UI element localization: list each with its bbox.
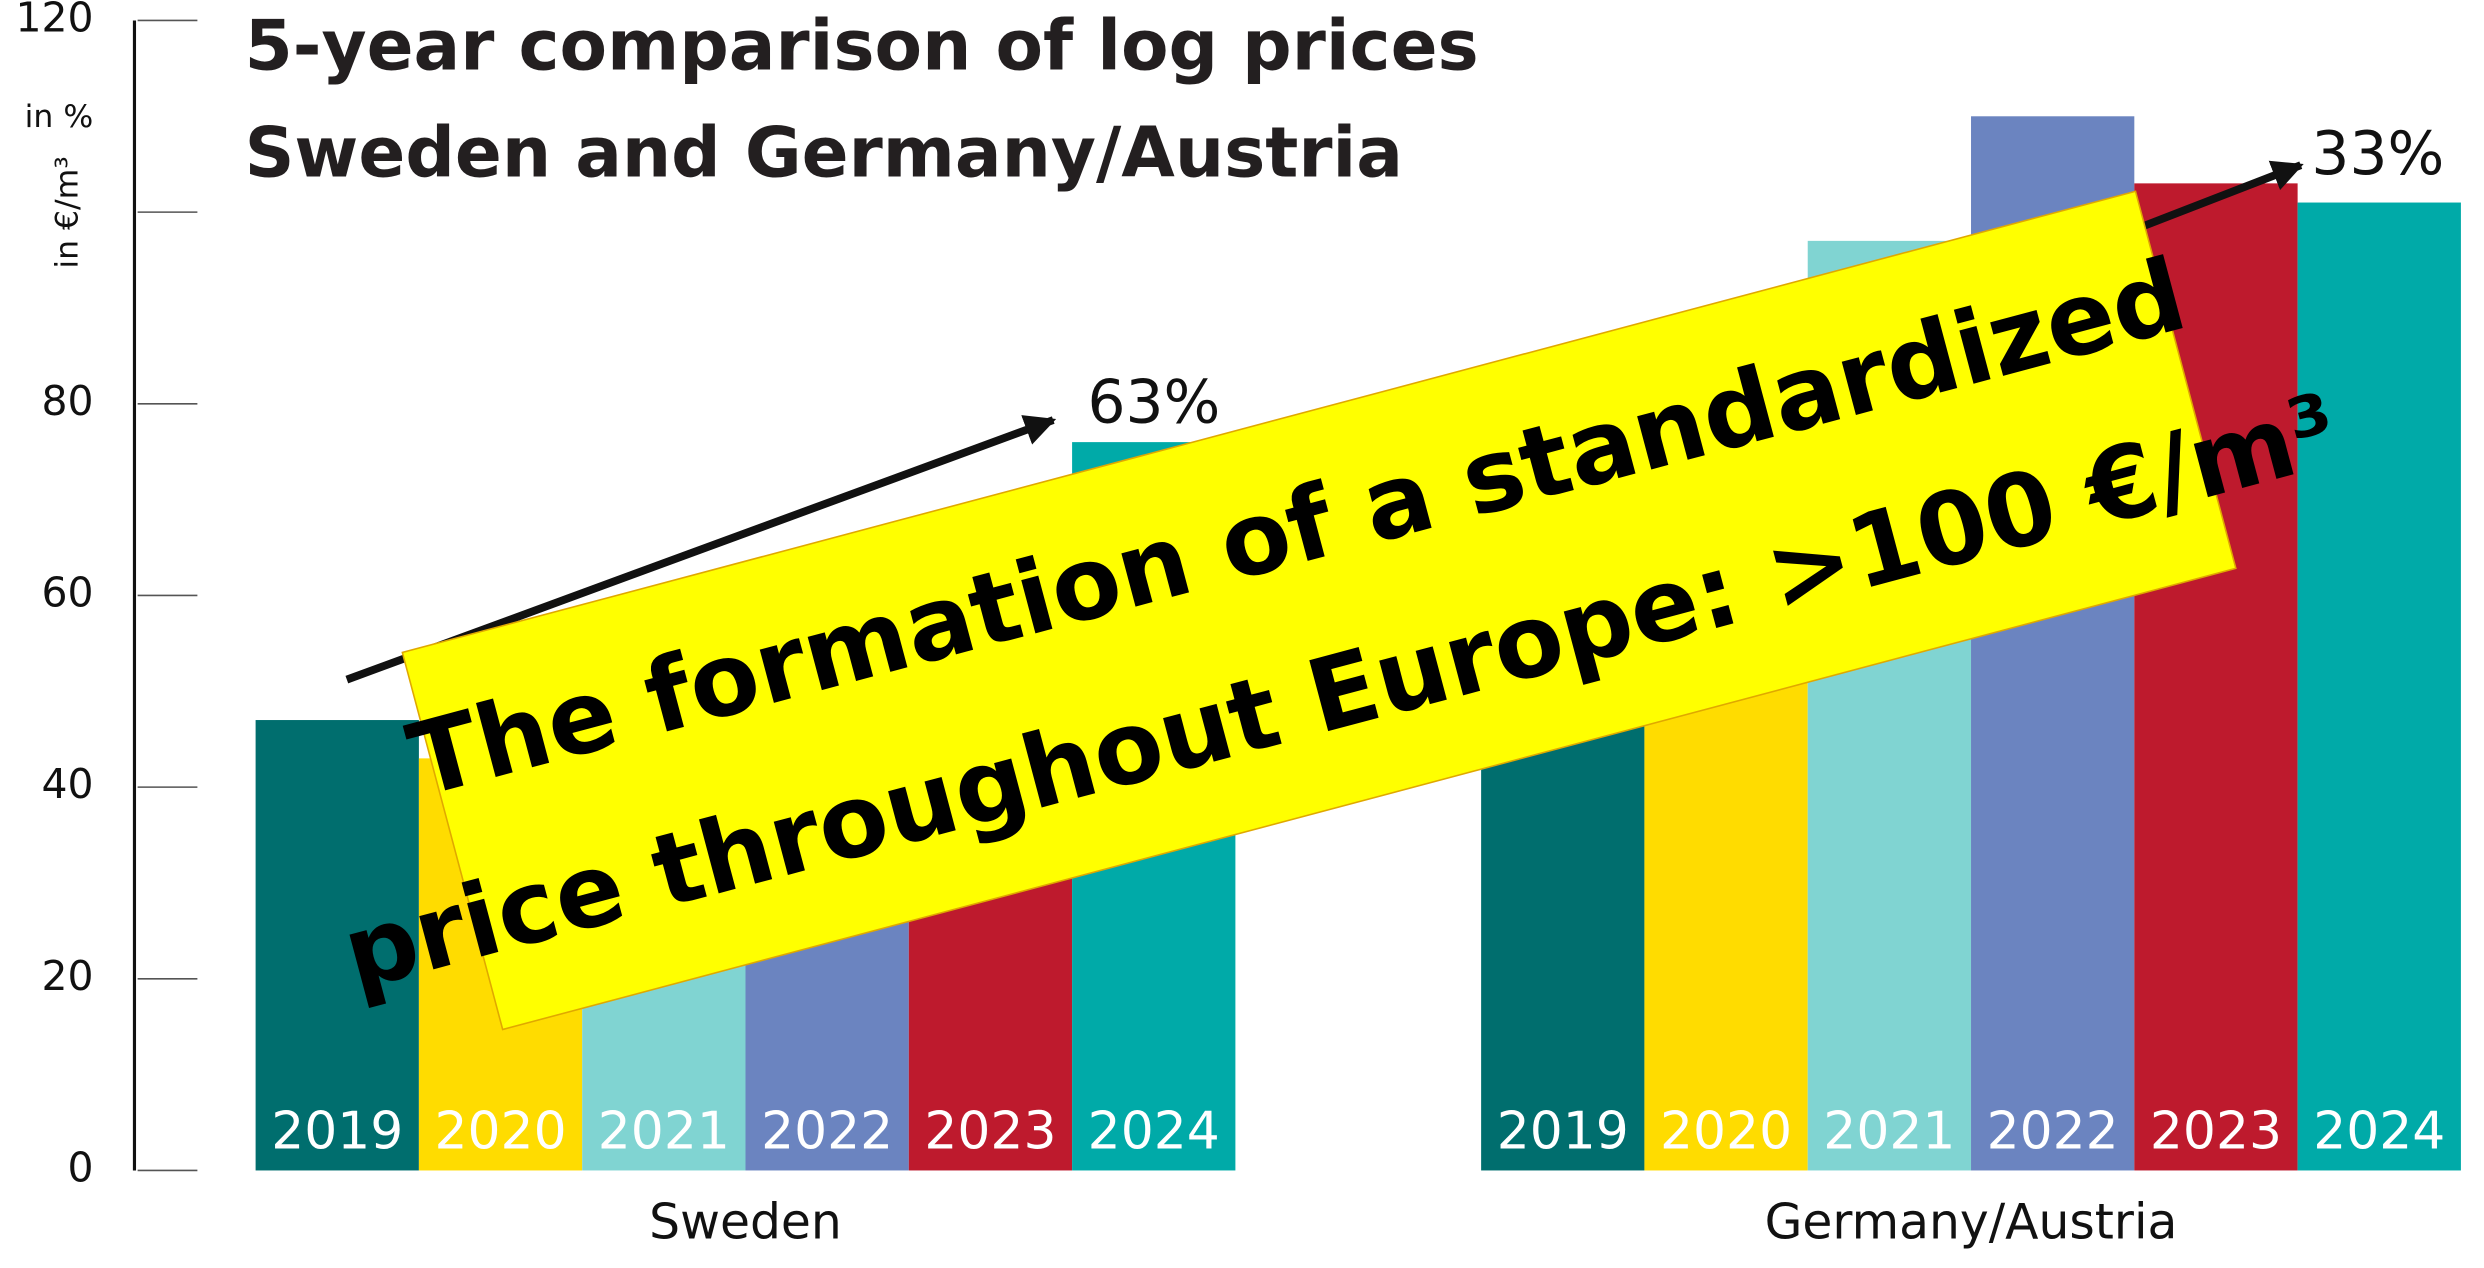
- chart-title: 5-year comparison of log prices: [245, 6, 1479, 86]
- bar-year-label: 2024: [2313, 1101, 2445, 1161]
- bar-year-label: 2020: [1660, 1101, 1792, 1161]
- y-tick-label: 40: [42, 760, 94, 808]
- bar-year-label: 2022: [761, 1101, 893, 1161]
- bar: [255, 720, 419, 1171]
- bar-year-label: 2019: [1497, 1101, 1629, 1161]
- chart-subtitle: Sweden and Germany/Austria: [245, 113, 1403, 193]
- bar-year-label: 2022: [1987, 1101, 2119, 1161]
- bar-year-label: 2023: [2150, 1101, 2282, 1161]
- bar-year-label: 2023: [924, 1101, 1056, 1161]
- y-axis-label-secondary: in %: [25, 99, 94, 135]
- y-tick-label: 0: [68, 1143, 94, 1191]
- x-tick-label: Sweden: [649, 1195, 842, 1251]
- banner-box: [401, 190, 2237, 1031]
- annotation: 63%: [1087, 368, 1220, 437]
- x-tick-label: Germany/Austria: [1765, 1195, 2178, 1251]
- y-tick-label: 60: [42, 568, 94, 616]
- annotation: 33%: [2311, 120, 2444, 189]
- bar-year-label: 2024: [1088, 1101, 1220, 1161]
- y-tick-label: 80: [42, 377, 94, 425]
- bar: [2297, 202, 2461, 1171]
- y-tick-label: 20: [42, 952, 94, 1000]
- bar-year-label: 2021: [1823, 1101, 1955, 1161]
- bar-year-label: 2019: [271, 1101, 403, 1161]
- bar-year-label: 2021: [598, 1101, 730, 1161]
- y-tick-label: 120: [16, 0, 94, 41]
- bar-year-label: 2020: [434, 1101, 566, 1161]
- y-axis-label: in €/m³: [49, 156, 85, 269]
